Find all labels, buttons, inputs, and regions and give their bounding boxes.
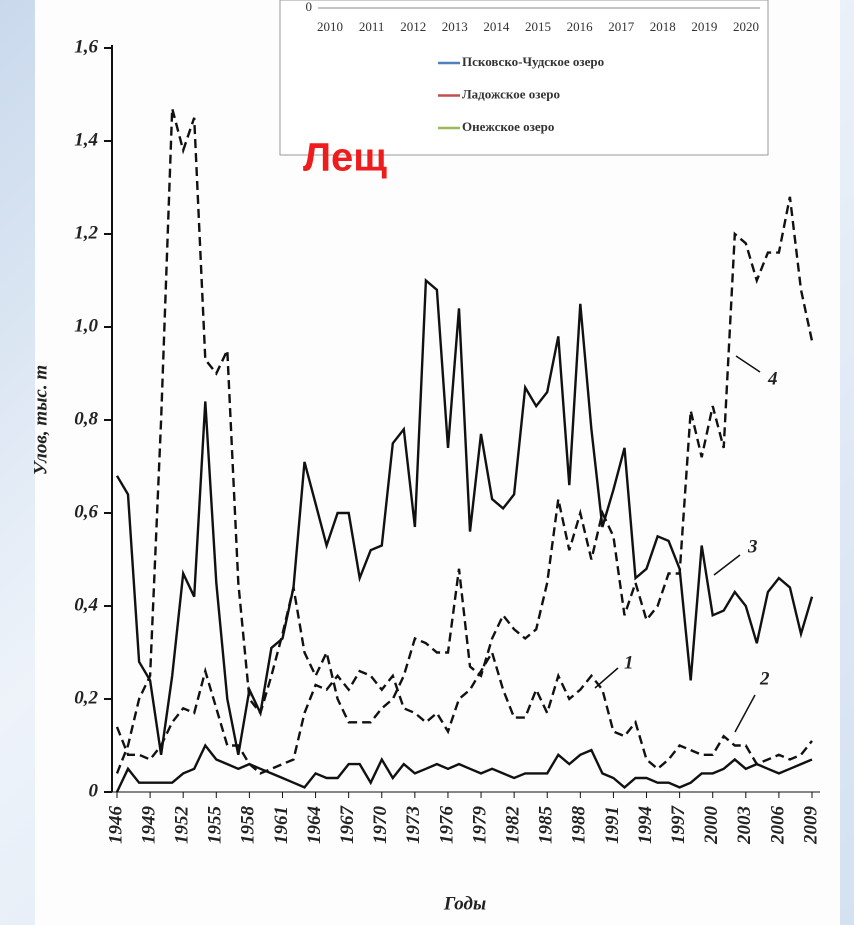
series-label: 4: [767, 368, 778, 389]
series-label: 1: [624, 652, 634, 673]
inset-x-tick-label: 2014: [483, 19, 510, 34]
y-axis-label: Улов, тыс. т: [30, 365, 51, 475]
x-tick-label: 2003: [734, 806, 755, 845]
legend-label: Псковско-Чудское озеро: [462, 54, 604, 69]
x-tick-label: 2000: [701, 806, 722, 846]
inset-x-tick-label: 2011: [359, 19, 385, 34]
inset-x-tick-label: 2010: [317, 19, 343, 34]
x-tick-label: 1991: [602, 806, 623, 844]
y-tick-label: 0,2: [74, 687, 98, 708]
x-tick-label: 1970: [370, 806, 391, 845]
x-tick-label: 1946: [105, 806, 126, 845]
y-tick-label: 0,4: [74, 594, 98, 615]
y-tick-label: 0,8: [74, 408, 98, 429]
inset-x-tick-label: 2013: [442, 19, 468, 34]
slide-title: Лещ: [303, 136, 387, 180]
x-axis-label: Годы: [443, 893, 486, 914]
series-line: [115, 108, 814, 774]
y-tick-label: 1,0: [74, 315, 98, 336]
pointer: [713, 554, 741, 576]
inset-x-tick-label: 2018: [650, 19, 676, 34]
x-tick-label: 1955: [205, 806, 226, 845]
x-tick-label: 1952: [172, 806, 193, 845]
pointer: [735, 355, 761, 373]
inset-x-tick-label: 2019: [691, 19, 717, 34]
x-tick-label: 1967: [337, 805, 358, 845]
x-tick-label: 1958: [238, 806, 259, 845]
x-tick-label: 1985: [536, 806, 557, 845]
x-tick-label: 1964: [304, 806, 325, 844]
inset-y-tick-label: 0: [306, 0, 313, 14]
y-tick-label: 0: [89, 780, 99, 801]
x-tick-label: 1973: [403, 806, 424, 844]
x-tick-label: 1994: [635, 806, 656, 844]
inset-box: [279, 0, 769, 156]
inset-x-tick-label: 2017: [608, 19, 635, 34]
series-line: [115, 278, 814, 756]
x-tick-label: 1988: [569, 806, 590, 845]
series-line: [115, 649, 813, 775]
series-label: 2: [759, 668, 770, 689]
inset-x-tick-label: 2015: [525, 19, 551, 34]
x-tick-label: 1979: [469, 806, 490, 845]
y-tick-label: 1,4: [74, 129, 98, 150]
pointer: [734, 694, 756, 733]
x-tick-label: 1949: [138, 806, 159, 845]
x-tick-label: 1976: [436, 806, 457, 845]
y-tick-label: 0,6: [74, 501, 98, 522]
x-tick-label: 2006: [767, 806, 788, 846]
inset-x-tick-label: 2020: [733, 19, 759, 34]
inset-x-tick-label: 2012: [400, 19, 426, 34]
y-tick-label: 1,2: [74, 222, 98, 243]
legend-label: Ладожское озеро: [462, 86, 560, 101]
x-tick-label: 1961: [271, 806, 292, 844]
x-tick-label: 1997: [668, 805, 689, 845]
series-line: [115, 743, 813, 793]
y-tick-label: 1,6: [74, 36, 98, 57]
series-label: 3: [747, 536, 758, 557]
legend-label: Онежское озеро: [462, 119, 554, 134]
x-tick-label: 1982: [503, 806, 524, 845]
inset-x-tick-label: 2016: [567, 19, 594, 34]
x-tick-label: 2009: [800, 806, 821, 846]
